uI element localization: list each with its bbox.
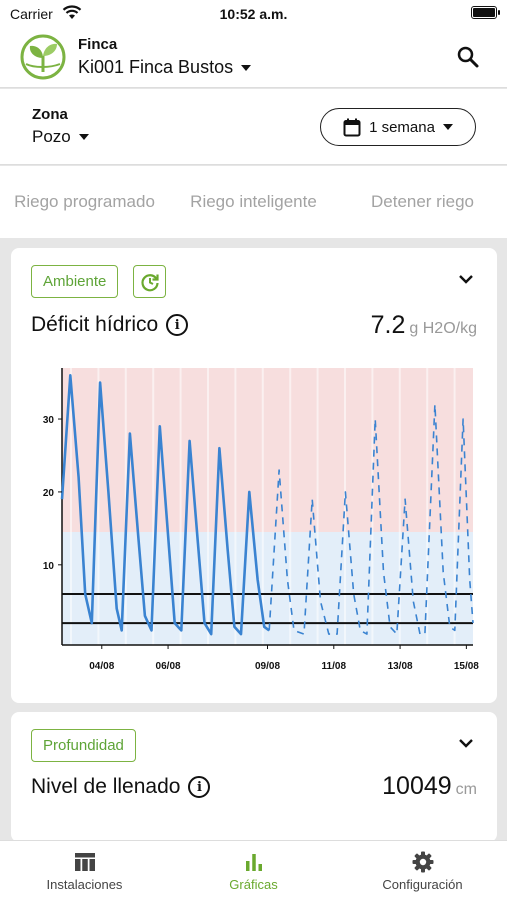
- card-value-number: 7.2: [370, 311, 406, 339]
- app-header: Finca Ki001 Finca Bustos: [0, 28, 507, 88]
- carrier-label: Carrier: [10, 6, 53, 22]
- zona-label: Zona: [32, 106, 68, 123]
- card-value-number: 10049: [382, 772, 452, 800]
- info-icon[interactable]: i: [188, 776, 211, 798]
- chart-gridline: [207, 368, 209, 645]
- refresh-button[interactable]: [133, 265, 166, 298]
- chart-gridline: [152, 368, 155, 645]
- caret-down-icon: [442, 124, 453, 130]
- chart-gridline: [289, 368, 292, 645]
- chart-gridline: [179, 368, 182, 645]
- finca-label: Finca: [78, 36, 118, 53]
- info-icon[interactable]: i: [166, 314, 189, 336]
- card-title: Déficit hídrico i: [31, 313, 189, 337]
- ambiente-chip[interactable]: Ambiente: [31, 265, 119, 298]
- chart-gridline: [261, 368, 264, 645]
- chart-gridline: [234, 368, 237, 645]
- chart-x-tick-label: 04/08: [89, 661, 114, 672]
- chart-gridline: [70, 368, 72, 645]
- deficit-hidrico-card: Ambiente Déficit hídrico i 7.2 g H2O/kg …: [11, 248, 497, 703]
- nav-graficas[interactable]: Gráficas: [169, 841, 338, 900]
- gear-icon: [412, 851, 433, 873]
- deficit-chart: 10 20 30 04/08 06/08 09/08 11/08 13/08 15/08: [43, 368, 479, 672]
- chart-band-0: [62, 368, 473, 533]
- chart-gridline: [398, 368, 401, 645]
- battery-icon: [471, 6, 500, 19]
- clock: 10:52 a.m.: [219, 6, 288, 22]
- period-selector-button[interactable]: 1 semana: [320, 108, 476, 146]
- tab-riego-programado[interactable]: Riego programado: [14, 192, 155, 211]
- tab-riego-inteligente[interactable]: Riego inteligente: [190, 192, 317, 211]
- finca-name: Ki001 Finca Bustos: [78, 57, 234, 77]
- nav-graficas-label: Gráficas: [229, 877, 278, 892]
- chart-gridline: [97, 368, 100, 645]
- caret-down-icon: [241, 64, 252, 71]
- nivel-llenado-card: Profundidad Nivel de llenado i 10049 cm: [11, 712, 497, 842]
- chart-series-solid: [60, 374, 270, 636]
- profundidad-chip[interactable]: Profundidad: [31, 729, 136, 762]
- chart-x-tick-label: 09/08: [255, 661, 280, 672]
- chart-band-1: [62, 532, 473, 645]
- card-value: 10049 cm: [382, 772, 477, 801]
- chart-y-tick-label: 10: [43, 561, 55, 572]
- chart-gridline: [344, 368, 346, 645]
- table-icon: [74, 853, 95, 871]
- chevron-down-icon[interactable]: [457, 736, 475, 750]
- app-logo: [20, 34, 66, 80]
- card-title: Nivel de llenado i: [31, 775, 211, 799]
- finca-selector[interactable]: Ki001 Finca Bustos: [78, 57, 252, 78]
- period-label: 1 semana: [369, 118, 435, 136]
- wifi-icon: [62, 5, 82, 19]
- card-title-text: Nivel de llenado: [31, 775, 181, 798]
- calendar-icon: [343, 118, 361, 136]
- search-icon[interactable]: [455, 44, 481, 70]
- chart-gridline: [316, 368, 319, 645]
- chart-gridline: [453, 368, 456, 645]
- card-value-unit: g H2O/kg: [409, 320, 477, 337]
- bar-chart-icon: [245, 854, 262, 871]
- nav-instalaciones-label: Instalaciones: [46, 877, 123, 892]
- chart-x-tick-label: 15/08: [454, 661, 479, 672]
- nav-configuracion-label: Configuración: [382, 877, 463, 892]
- chart-y-tick-label: 20: [43, 488, 55, 499]
- chart-gridline: [426, 368, 429, 645]
- zona-selector[interactable]: Pozo: [32, 127, 89, 147]
- chevron-down-icon[interactable]: [457, 272, 475, 286]
- chart-y-tick-label: 30: [43, 415, 55, 426]
- chart-x-tick-label: 13/08: [388, 661, 413, 672]
- action-tabs: Riego programado Riego inteligente Deten…: [0, 166, 507, 238]
- tab-detener-riego[interactable]: Detener riego: [370, 192, 474, 211]
- status-bar: Carrier 10:52 a.m.: [0, 0, 507, 28]
- zona-bar: Zona Pozo 1 semana: [0, 89, 507, 165]
- zona-name: Pozo: [32, 127, 71, 146]
- nav-instalaciones[interactable]: Instalaciones: [0, 841, 169, 900]
- card-title-text: Déficit hídrico: [31, 313, 159, 336]
- caret-down-icon: [78, 134, 89, 140]
- nav-configuracion[interactable]: Configuración: [338, 841, 507, 900]
- chart-x-tick-label: 11/08: [322, 661, 347, 672]
- bottom-nav: Instalaciones Gráficas Configuración: [0, 840, 507, 900]
- refresh-icon: [140, 273, 159, 291]
- chart-x-tick-label: 06/08: [156, 661, 181, 672]
- card-value-unit: cm: [455, 781, 477, 798]
- card-value: 7.2 g H2O/kg: [371, 311, 477, 340]
